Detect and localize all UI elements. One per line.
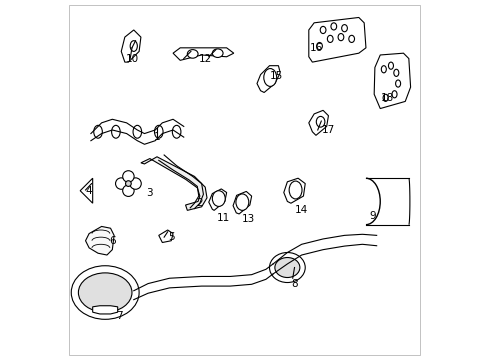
Ellipse shape — [130, 41, 137, 51]
Ellipse shape — [125, 181, 131, 186]
Ellipse shape — [337, 33, 343, 41]
Polygon shape — [173, 48, 233, 60]
Ellipse shape — [288, 181, 302, 199]
Ellipse shape — [212, 191, 225, 206]
Text: 18: 18 — [380, 93, 393, 103]
Ellipse shape — [393, 69, 398, 76]
Ellipse shape — [263, 68, 276, 86]
Ellipse shape — [172, 125, 181, 138]
Ellipse shape — [154, 125, 163, 138]
Text: 12: 12 — [198, 54, 211, 64]
Text: 7: 7 — [116, 311, 122, 321]
Ellipse shape — [274, 257, 299, 278]
Ellipse shape — [330, 23, 336, 30]
Ellipse shape — [269, 252, 305, 283]
Ellipse shape — [341, 24, 346, 32]
Text: 17: 17 — [321, 125, 334, 135]
Text: 13: 13 — [241, 214, 254, 224]
Ellipse shape — [94, 125, 102, 138]
Ellipse shape — [133, 125, 142, 138]
Ellipse shape — [115, 178, 127, 189]
Ellipse shape — [212, 49, 223, 58]
Ellipse shape — [111, 125, 120, 138]
Ellipse shape — [316, 116, 324, 127]
Polygon shape — [141, 157, 206, 210]
Ellipse shape — [122, 171, 134, 182]
Text: 8: 8 — [290, 279, 297, 289]
Ellipse shape — [187, 50, 198, 58]
Ellipse shape — [320, 26, 325, 33]
Text: 11: 11 — [216, 212, 229, 222]
Polygon shape — [283, 178, 305, 203]
Polygon shape — [121, 30, 141, 62]
Ellipse shape — [326, 35, 332, 42]
Ellipse shape — [382, 94, 387, 102]
Ellipse shape — [130, 178, 141, 189]
Ellipse shape — [391, 91, 396, 98]
Text: 3: 3 — [146, 188, 153, 198]
Text: 15: 15 — [269, 71, 283, 81]
Text: 4: 4 — [85, 186, 92, 196]
Ellipse shape — [395, 80, 400, 87]
Ellipse shape — [316, 42, 322, 50]
Text: 6: 6 — [109, 236, 115, 246]
Ellipse shape — [235, 194, 248, 210]
Text: 2: 2 — [196, 198, 203, 208]
Text: 16: 16 — [309, 43, 322, 53]
Polygon shape — [80, 178, 93, 203]
Polygon shape — [308, 111, 328, 135]
Polygon shape — [233, 192, 251, 214]
Polygon shape — [208, 189, 226, 210]
Polygon shape — [373, 53, 410, 109]
Text: 14: 14 — [294, 205, 307, 215]
Text: 9: 9 — [369, 211, 376, 221]
Ellipse shape — [381, 66, 386, 73]
Text: 1: 1 — [153, 132, 160, 142]
Ellipse shape — [122, 185, 134, 197]
Ellipse shape — [71, 266, 139, 319]
Text: 5: 5 — [167, 232, 174, 242]
Polygon shape — [159, 230, 173, 243]
Polygon shape — [283, 265, 301, 282]
Ellipse shape — [387, 62, 393, 69]
Ellipse shape — [348, 35, 354, 42]
Polygon shape — [85, 226, 114, 255]
Polygon shape — [93, 306, 118, 314]
Polygon shape — [257, 66, 280, 93]
Text: 10: 10 — [125, 54, 138, 64]
Ellipse shape — [78, 273, 132, 312]
Polygon shape — [308, 18, 365, 62]
